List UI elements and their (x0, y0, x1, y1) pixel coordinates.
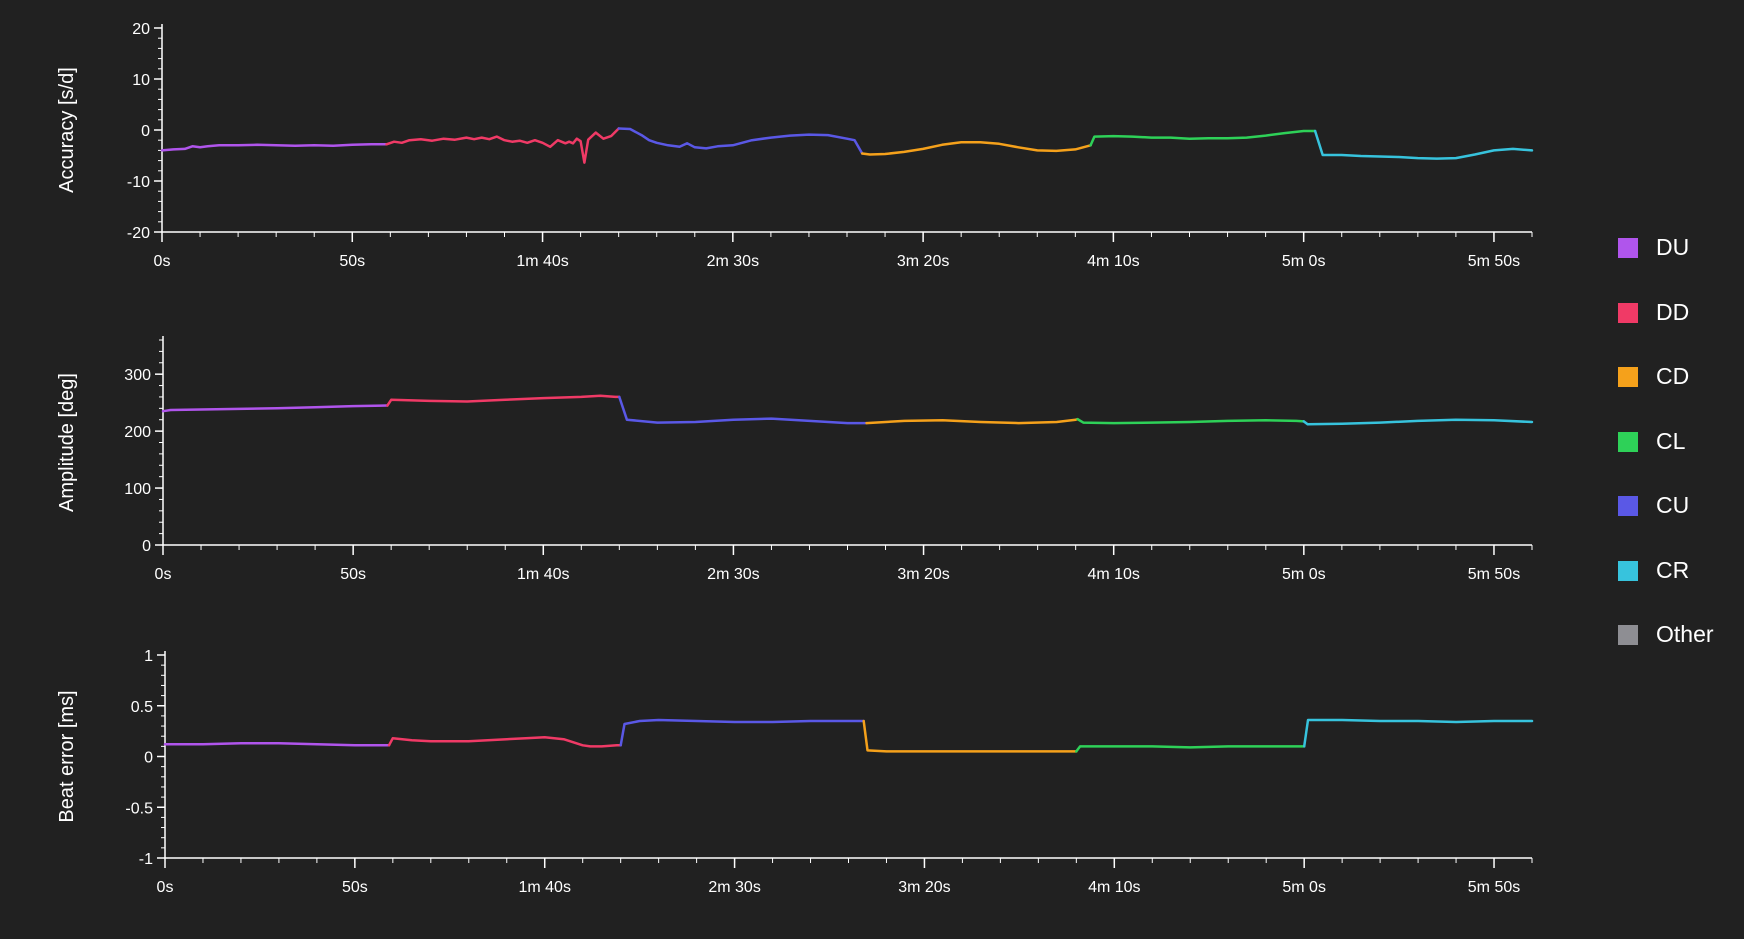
series-line-du (163, 742, 391, 747)
y-tick-label: 100 (124, 481, 151, 498)
legend-label-du: DU (1656, 234, 1690, 260)
legend-swatch-cl (1618, 431, 1638, 452)
x-tick-label: 5m 50s (1468, 253, 1520, 270)
x-tick-label: 3m 20s (898, 879, 950, 896)
series-line-cr (1313, 129, 1534, 160)
x-tick-label: 4m 10s (1087, 566, 1139, 583)
legend-item-dd[interactable]: DD (1618, 295, 1738, 360)
legend-swatch-cu (1618, 496, 1638, 516)
series-line-cu (619, 718, 865, 747)
legend-swatch-other (1618, 625, 1638, 645)
chart-2: 300 200 100 00s 50s 1m 40s 2m 30s 3m 20s 4m 10s 5… (56, 336, 1534, 583)
y-tick-label: 0 (142, 538, 151, 555)
series-line-cd (862, 719, 1078, 753)
x-tick-label: 50s (339, 253, 365, 270)
legend-label-cl: CL (1656, 427, 1686, 454)
legend-swatch-du (1618, 238, 1638, 258)
series-line-cu (617, 127, 864, 155)
y-tick-label: 10 (132, 72, 150, 89)
series-line-cu (618, 395, 868, 425)
x-tick-label: 5m 0s (1282, 566, 1326, 583)
legend-swatch-cd (1618, 367, 1638, 387)
x-tick-label: 5m 50s (1468, 566, 1520, 583)
legend-label-other: Other (1656, 621, 1714, 647)
series-line-cl (1089, 129, 1317, 147)
legend-label-cu: CU (1656, 492, 1690, 518)
series-line-du (161, 404, 389, 413)
x-tick-label: 1m 40s (518, 879, 570, 896)
legend-item-cr[interactable]: CR (1618, 553, 1738, 618)
y-tick-label: 300 (124, 367, 151, 384)
x-tick-label: 2m 30s (708, 879, 760, 896)
y-tick-label: 20 (132, 21, 150, 38)
x-tick-label: 0s (157, 879, 174, 896)
x-tick-label: 1m 40s (517, 566, 569, 583)
y-axis-label: Accuracy [s/d] (56, 67, 78, 193)
y-tick-label: 0 (144, 750, 153, 767)
series-line-cr (1302, 418, 1534, 426)
x-tick-label: 3m 20s (897, 566, 949, 583)
x-tick-label: 0s (155, 566, 172, 583)
series-line-dd (385, 127, 620, 164)
x-tick-label: 5m 0s (1282, 253, 1326, 270)
legend-label-dd: DD (1656, 298, 1690, 325)
y-tick-label: 200 (124, 424, 151, 441)
y-tick-label: -10 (127, 174, 150, 191)
x-tick-label: 50s (340, 566, 366, 583)
legend-item-other[interactable]: Other (1618, 617, 1738, 682)
x-tick-label: 5m 0s (1282, 879, 1326, 896)
series-line-cd (860, 140, 1092, 156)
x-tick-label: 4m 10s (1087, 253, 1139, 270)
series-line-cl (1075, 745, 1306, 753)
x-tick-label: 3m 20s (897, 253, 949, 270)
y-tick-label: 1 (144, 648, 153, 665)
y-axis-label: Beat error [ms] (56, 690, 78, 822)
x-tick-label: 0s (154, 253, 171, 270)
legend: DU DD CD CL CU CR Other (1618, 230, 1738, 682)
y-axis-label: Amplitude [deg] (56, 373, 78, 512)
legend-swatch-dd (1618, 302, 1638, 323)
series-line-dd (386, 394, 621, 407)
x-tick-label: 50s (342, 879, 368, 896)
legend-label-cd: CD (1656, 363, 1690, 389)
legend-item-cd[interactable]: CD (1618, 359, 1738, 424)
series-line-cl (1076, 417, 1306, 425)
legend-item-cl[interactable]: CL (1618, 424, 1738, 489)
series-line-cr (1302, 718, 1534, 748)
y-tick-label: 0.5 (131, 699, 153, 716)
y-tick-label: -1 (139, 851, 153, 868)
series-line-du (160, 143, 388, 152)
legend-item-du[interactable]: DU (1618, 230, 1738, 295)
x-tick-label: 2m 30s (707, 566, 759, 583)
legend-swatch-cr (1618, 560, 1638, 581)
x-tick-label: 4m 10s (1088, 879, 1140, 896)
y-tick-label: -0.5 (125, 800, 153, 817)
chart-3: 1 0.5 0 -0.5 -10s 50s 1m 40s 2m 30s 3m 20s 4m 10s… (56, 648, 1534, 896)
x-tick-label: 2m 30s (707, 253, 759, 270)
legend-label-cr: CR (1656, 556, 1690, 583)
legend-item-cu[interactable]: CU (1618, 488, 1738, 553)
y-tick-label: 0 (141, 123, 150, 140)
y-tick-label: -20 (127, 225, 150, 242)
x-tick-label: 5m 50s (1468, 879, 1520, 896)
series-line-cd (865, 417, 1079, 425)
series-line-dd (387, 735, 622, 748)
x-tick-label: 1m 40s (516, 253, 568, 270)
